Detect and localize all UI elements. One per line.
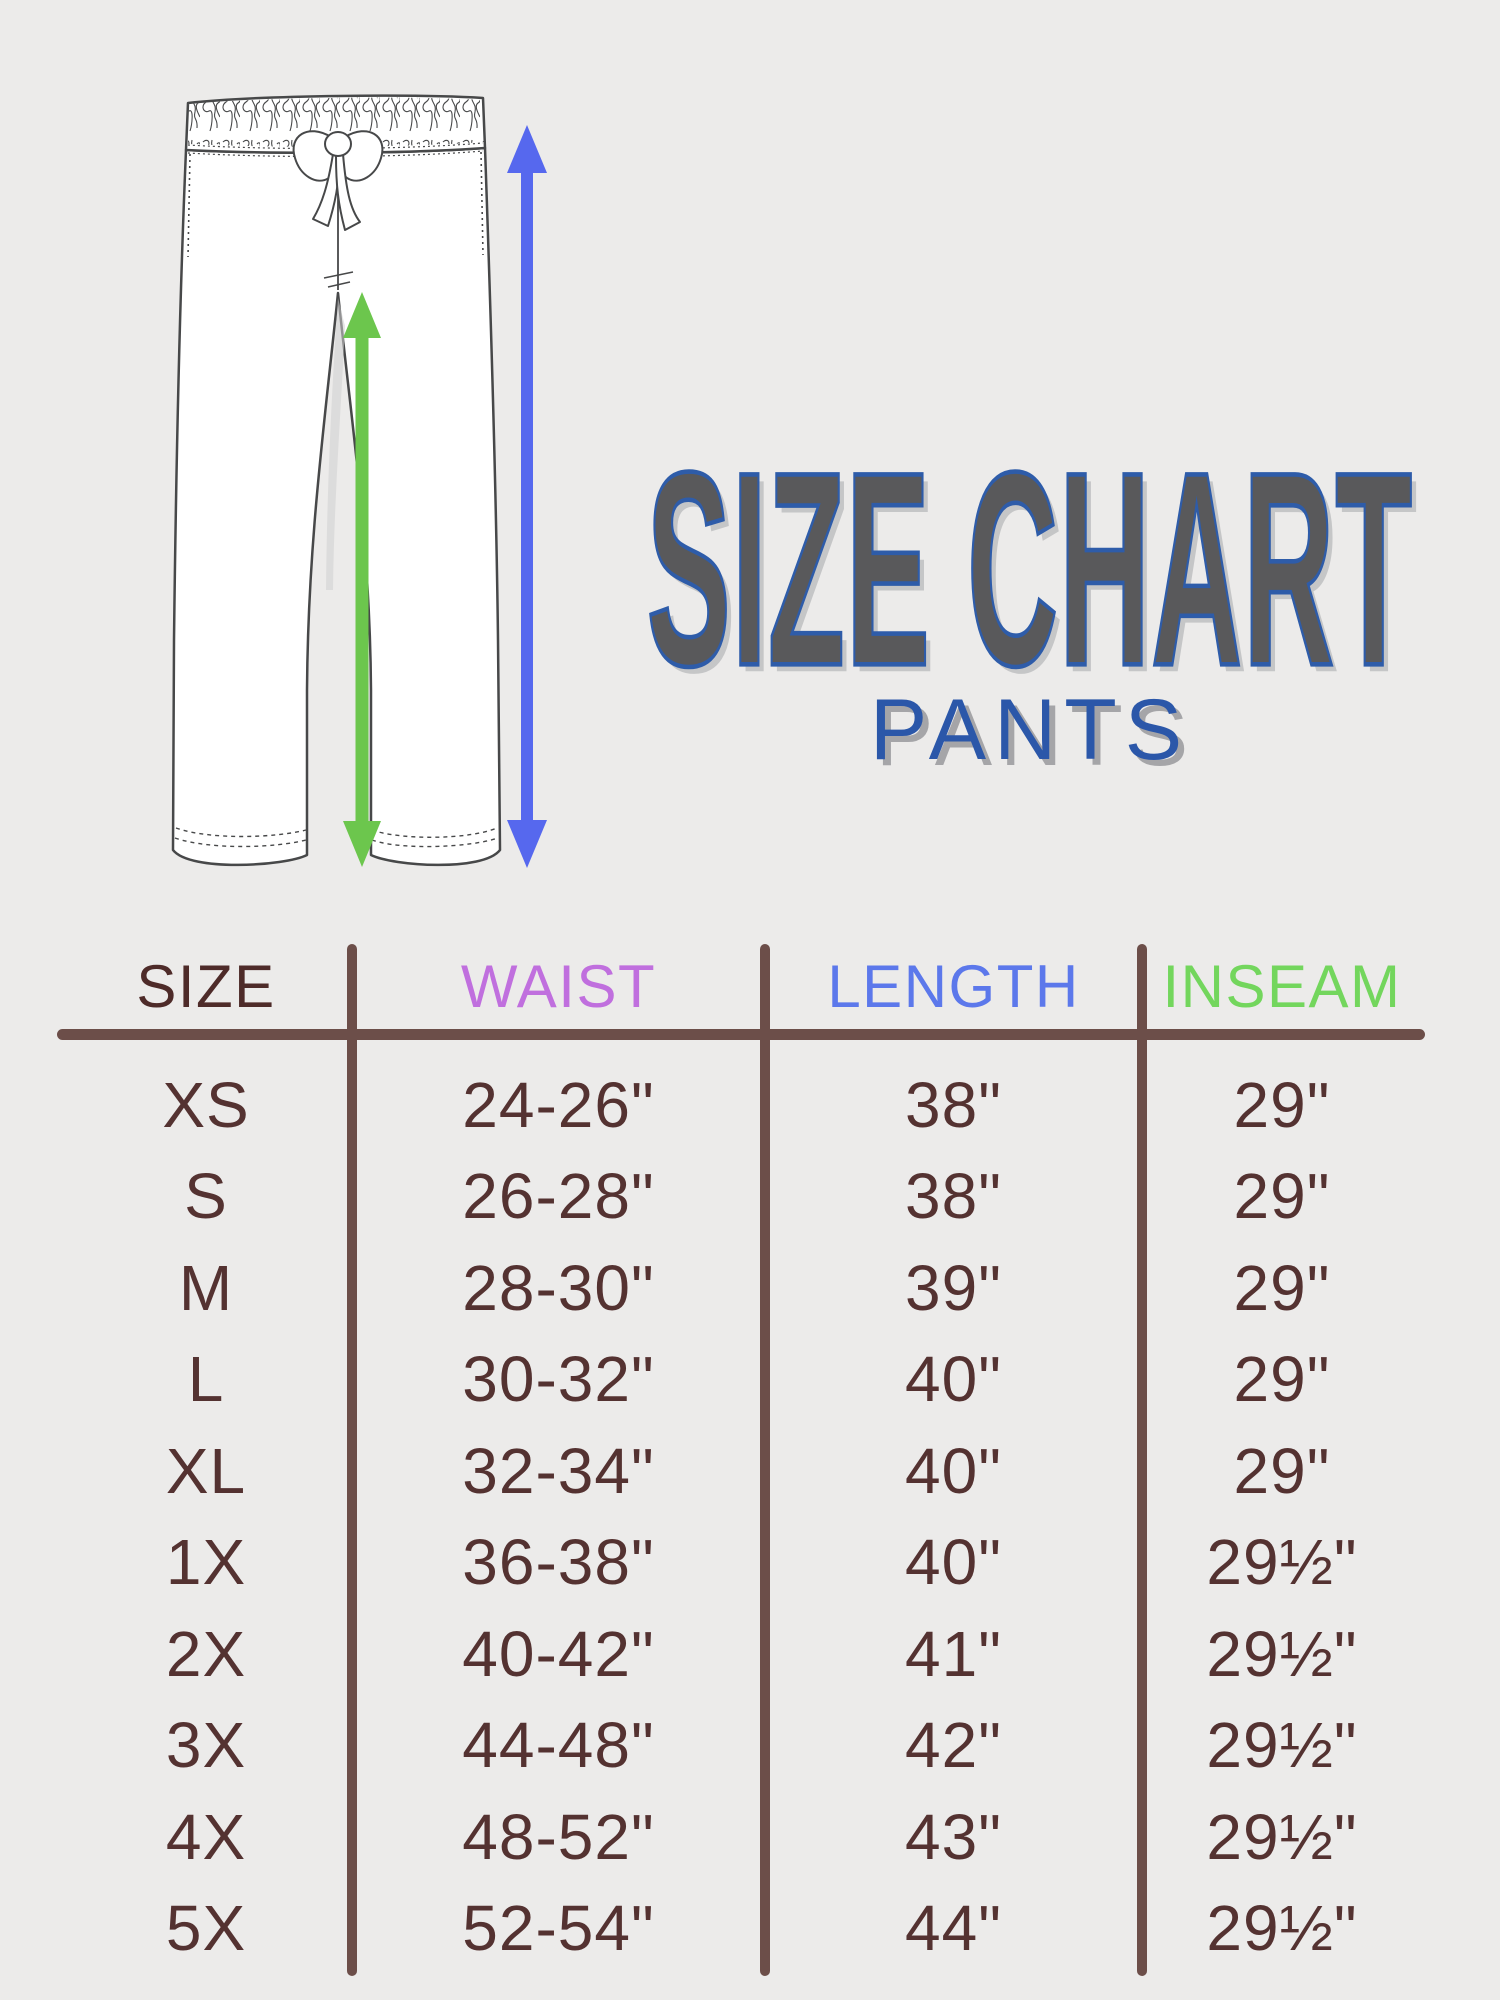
length-cell: 40" — [905, 1526, 1002, 1599]
column-header-length: LENGTH — [827, 952, 1080, 1020]
waist-cell: 40-42" — [462, 1617, 655, 1690]
table-row: XL 32-34" 40" 29" — [60, 1425, 1422, 1517]
inseam-cell: 29½" — [1206, 1892, 1358, 1965]
size-cell: 2X — [165, 1617, 247, 1690]
size-table-body: XS 24-26" 38" 29" S 26-28" 38" 29" M 28-30" 39" 29"… — [60, 1059, 1422, 1974]
length-cell: 44" — [905, 1892, 1002, 1965]
table-row: L 30-32" 40" 29" — [60, 1334, 1422, 1426]
column-divider-3 — [1137, 944, 1147, 1976]
column-divider-1 — [347, 944, 357, 1976]
waist-cell: 26-28" — [462, 1160, 655, 1233]
length-arrow — [507, 125, 547, 868]
inseam-cell: 29½" — [1206, 1800, 1358, 1873]
waist-cell: 28-30" — [462, 1251, 655, 1324]
table-row: 1X 36-38" 40" 29½" — [60, 1517, 1422, 1609]
size-table-header: SIZE WAIST LENGTH INSEAM — [60, 944, 1422, 1028]
inseam-cell: 29" — [1233, 1434, 1331, 1507]
length-cell: 39" — [905, 1251, 1002, 1324]
size-cell: L — [187, 1343, 225, 1416]
page-title: SIZE CHART — [646, 414, 1414, 727]
inseam-cell: 29½" — [1206, 1617, 1358, 1690]
table-row: 2X 40-42" 41" 29½" — [60, 1608, 1422, 1700]
table-row: 5X 52-54" 44" 29½" — [60, 1883, 1422, 1975]
length-cell: 42" — [905, 1709, 1002, 1782]
table-row: M 28-30" 39" 29" — [60, 1242, 1422, 1334]
table-row: XS 24-26" 38" 29" — [60, 1059, 1422, 1151]
inseam-cell: 29" — [1233, 1343, 1331, 1416]
inseam-cell: 29½" — [1206, 1709, 1358, 1782]
waist-cell: 48-52" — [462, 1800, 655, 1873]
column-header-waist: WAIST — [460, 952, 657, 1020]
table-row: 4X 48-52" 43" 29½" — [60, 1791, 1422, 1883]
size-cell: M — [178, 1251, 234, 1324]
table-row: S 26-28" 38" 29" — [60, 1151, 1422, 1243]
size-cell: XS — [162, 1068, 250, 1141]
pants-sketch — [171, 94, 547, 868]
size-cell: XL — [165, 1434, 247, 1507]
size-cell: 1X — [165, 1526, 247, 1599]
waist-cell: 36-38" — [462, 1526, 655, 1599]
waist-cell: 30-32" — [462, 1343, 655, 1416]
size-cell: 3X — [165, 1709, 247, 1782]
length-cell: 38" — [905, 1160, 1002, 1233]
inseam-cell: 29" — [1233, 1251, 1331, 1324]
column-divider-2 — [760, 944, 770, 1976]
size-cell: 5X — [165, 1892, 247, 1965]
column-header-size: SIZE — [136, 952, 276, 1020]
size-cell: S — [184, 1160, 228, 1233]
column-header-inseam: INSEAM — [1162, 952, 1402, 1020]
waist-cell: 52-54" — [462, 1892, 655, 1965]
inseam-cell: 29½" — [1206, 1526, 1358, 1599]
pants-size-diagram — [100, 90, 560, 890]
length-cell: 40" — [905, 1434, 1002, 1507]
size-cell: 4X — [165, 1800, 247, 1873]
table-row: 3X 44-48" 42" 29½" — [60, 1700, 1422, 1792]
length-cell: 41" — [905, 1617, 1002, 1690]
waist-cell: 44-48" — [462, 1709, 655, 1782]
waist-cell: 24-26" — [462, 1068, 655, 1141]
inseam-cell: 29" — [1233, 1068, 1331, 1141]
pants-outline — [171, 146, 502, 867]
page-subtitle: PANTS — [869, 682, 1191, 778]
inseam-cell: 29" — [1233, 1160, 1331, 1233]
waistband — [184, 94, 487, 158]
length-cell: 38" — [905, 1068, 1002, 1141]
waist-cell: 32-34" — [462, 1434, 655, 1507]
length-cell: 40" — [905, 1343, 1002, 1416]
header-divider-line — [57, 1029, 1425, 1040]
drawstring-bow-icon — [292, 130, 384, 231]
inseam-arrow — [343, 292, 381, 867]
length-cell: 43" — [905, 1800, 1002, 1873]
